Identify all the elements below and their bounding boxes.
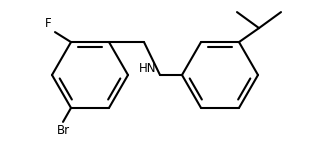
Text: Br: Br <box>56 124 69 137</box>
Text: HN: HN <box>139 62 157 75</box>
Text: F: F <box>45 17 52 30</box>
